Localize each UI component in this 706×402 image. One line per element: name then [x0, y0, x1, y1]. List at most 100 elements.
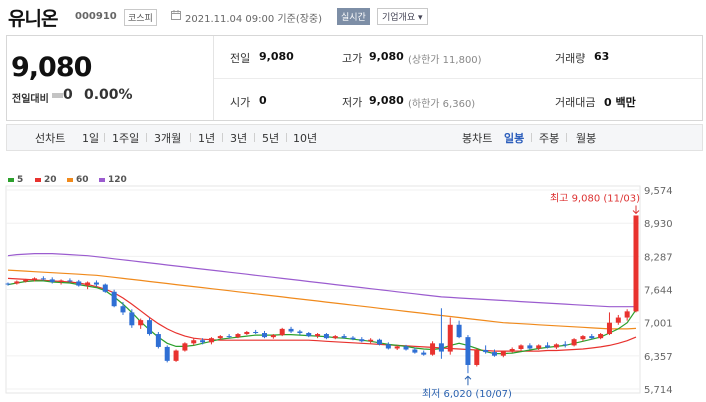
- candle-body: [288, 328, 294, 332]
- lower-limit: (하한가 6,360): [408, 99, 476, 110]
- candle-body: [385, 344, 391, 349]
- annotation-high: 최고 9,080 (11/03): [550, 192, 640, 204]
- candle-body: [217, 336, 223, 339]
- company-info-button[interactable]: 기업개요 ▾: [377, 8, 428, 25]
- candle-body: [155, 334, 161, 347]
- candle-body: [589, 336, 595, 339]
- candle-body: [76, 281, 82, 286]
- amount-value: 0 백만: [604, 96, 636, 109]
- candle-body: [138, 320, 144, 326]
- candle-body: [394, 346, 400, 349]
- candle-body: [474, 350, 480, 365]
- candle-body: [191, 340, 197, 344]
- candle-body: [350, 337, 356, 340]
- y-tick-label: 7,644: [644, 286, 673, 297]
- low-label: 저가: [342, 96, 363, 109]
- candle-body: [483, 350, 489, 353]
- amount-label: 거래대금: [555, 96, 596, 109]
- upper-limit: (상한가 11,800): [408, 55, 482, 66]
- legend-swatch-120: [99, 178, 105, 182]
- legend-swatch-20: [35, 178, 41, 182]
- volume-label: 거래량: [555, 52, 586, 65]
- y-tick-label: 8,287: [644, 252, 673, 263]
- range-10y[interactable]: 10년: [293, 132, 318, 145]
- candle-body: [571, 339, 577, 346]
- range-1y[interactable]: 1년: [198, 132, 216, 145]
- candle-body: [244, 331, 250, 335]
- candle-body: [359, 339, 365, 342]
- candle-body: [93, 282, 99, 285]
- candle-body: [58, 280, 64, 282]
- candle-body: [376, 339, 382, 345]
- candle-body: [164, 346, 170, 361]
- candle-body: [306, 333, 312, 337]
- candle-body: [624, 311, 630, 318]
- candle-body: [23, 279, 29, 282]
- change-label: 전일대비: [12, 94, 49, 105]
- legend-60: 60: [76, 175, 89, 185]
- candle-body: [270, 335, 276, 338]
- stock-name: 유니온: [8, 8, 58, 30]
- candle-body: [332, 336, 338, 339]
- candle-body: [562, 344, 568, 346]
- candle-body: [491, 352, 497, 356]
- candle-body: [32, 278, 38, 280]
- range-1w[interactable]: 1주일: [112, 132, 140, 145]
- candle-body: [421, 352, 427, 355]
- range-3y[interactable]: 3년: [230, 132, 248, 145]
- candle-body: [173, 350, 179, 361]
- candle-body: [545, 345, 551, 348]
- candle-body: [500, 351, 506, 356]
- candle-body: [111, 291, 117, 307]
- high-label: 고가: [342, 52, 363, 65]
- calendar-icon: [171, 10, 181, 20]
- market-badge: 코스피: [124, 9, 157, 26]
- candle-monthly[interactable]: 월봉: [576, 132, 597, 145]
- quote-datetime: 2021.11.04 09:00 기준(장중): [185, 14, 323, 25]
- range-5y[interactable]: 5년: [262, 132, 280, 145]
- y-tick-label: 7,001: [644, 319, 673, 330]
- divider: [214, 78, 702, 79]
- ma5-line: [7, 280, 637, 355]
- candle-body: [598, 334, 604, 339]
- y-tick-label: 6,357: [644, 352, 673, 363]
- quote-panel: [6, 35, 703, 121]
- realtime-button[interactable]: 실시간: [337, 8, 370, 25]
- candle-body: [102, 284, 108, 292]
- candle-body: [182, 343, 188, 351]
- candle-body: [580, 336, 586, 340]
- candle-body: [412, 349, 418, 353]
- candle-weekly[interactable]: 주봉: [539, 132, 560, 145]
- candle-body: [226, 336, 232, 338]
- legend-swatch-5: [8, 178, 14, 182]
- candle-body: [40, 278, 46, 280]
- line-chart-label: 선차트: [35, 132, 66, 145]
- candle-body: [120, 306, 126, 313]
- ma120-line: [7, 253, 636, 308]
- candle-body: [509, 348, 515, 352]
- range-1d[interactable]: 1일: [82, 132, 100, 145]
- candle-body: [633, 215, 639, 312]
- divider: [213, 36, 214, 120]
- candle-body: [253, 331, 259, 334]
- candle-body: [615, 317, 621, 323]
- candle-body: [129, 312, 135, 326]
- candle-body: [235, 334, 241, 338]
- candle-chart-label: 봉차트: [462, 132, 493, 145]
- candle-body: [49, 279, 55, 282]
- y-tick-label: 8,930: [644, 219, 673, 230]
- y-tick-label: 9,574: [644, 186, 673, 197]
- low-value: 9,080: [369, 94, 404, 107]
- annotation-low: 최저 6,020 (10/07): [422, 388, 512, 400]
- candle-body: [5, 283, 11, 285]
- candle-daily[interactable]: 일봉: [504, 132, 525, 145]
- candle-body: [147, 320, 153, 335]
- candle-body: [606, 322, 612, 335]
- candle-body: [465, 337, 471, 365]
- annotation-low-arrow: [464, 375, 472, 386]
- candle-body: [279, 328, 285, 336]
- candle-body: [518, 345, 524, 349]
- candle-body: [527, 345, 533, 349]
- range-3m[interactable]: 3개월: [154, 132, 182, 145]
